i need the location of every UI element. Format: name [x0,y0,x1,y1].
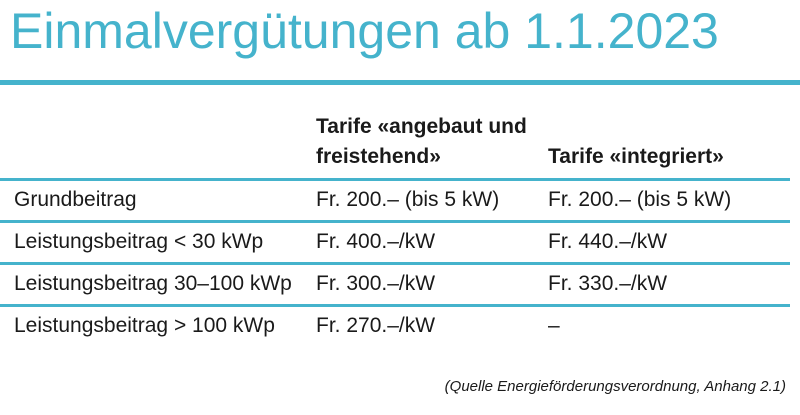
table-cell: Fr. 400.–/kW [316,220,548,264]
table-cell: Fr. 300.–/kW [316,262,548,306]
table-body: Grundbeitrag Fr. 200.– (bis 5 kW) Fr. 200.… [0,178,790,346]
header-cell: Tarife «integriert» [548,145,724,168]
table-cell: Fr. 330.–/kW [548,262,790,306]
table-cell: Fr. 200.– (bis 5 kW) [316,178,548,222]
table: Tarife «angebaut und freistehend» Tarife … [0,112,790,346]
header-cell: Tarife «angebaut und freistehend» [316,115,527,168]
table-cell: Fr. 200.– (bis 5 kW) [548,178,790,222]
table-row: Leistungsbeitrag > 100 kWp Fr. 270.–/kW – [0,304,790,346]
table-cell: Leistungsbeitrag > 100 kWp [0,304,316,346]
table-cell: Grundbeitrag [0,178,316,222]
table-cell: Leistungsbeitrag < 30 kWp [0,220,316,264]
table-cell: Fr. 440.–/kW [548,220,790,264]
header-cell [0,112,316,180]
table-cell: – [548,304,790,346]
table-cell: Leistungsbeitrag 30–100 kWp [0,262,316,306]
table-row: Leistungsbeitrag 30–100 kWp Fr. 300.–/kW F… [0,262,790,306]
table-cell: Fr. 270.–/kW [316,304,548,346]
table-row: Grundbeitrag Fr. 200.– (bis 5 kW) Fr. 200.… [0,178,790,222]
table-row: Leistungsbeitrag < 30 kWp Fr. 400.–/kW Fr.… [0,220,790,264]
header-row: Tarife «angebaut und freistehend» Tarife … [0,112,790,180]
source-note: (Quelle Energieförderungsverordnung, Anh… [444,378,786,395]
title-rule [0,80,800,85]
title: Einmalvergütungen ab 1.1.2023 [10,3,719,59]
